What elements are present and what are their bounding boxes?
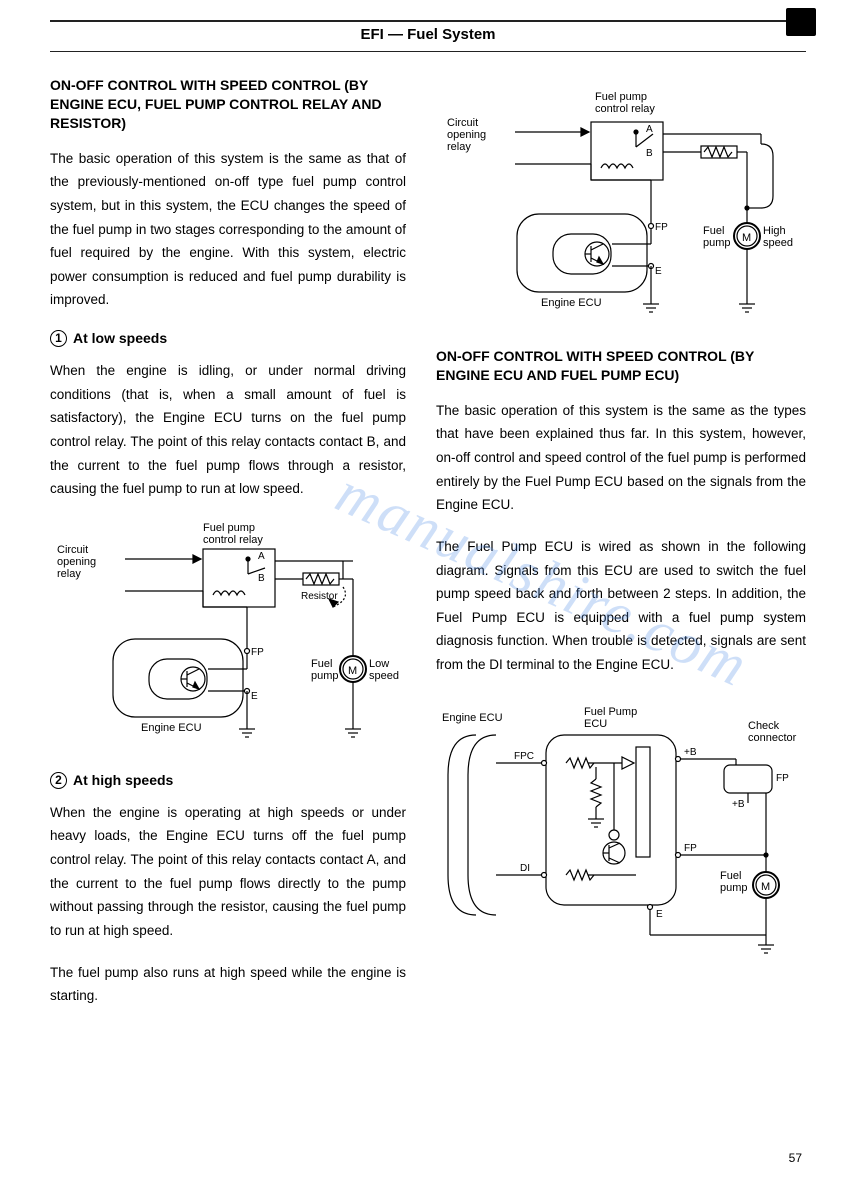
subheading-low-speeds: 1 At low speeds bbox=[50, 330, 406, 347]
d1-speed: Highspeed bbox=[763, 225, 793, 249]
d2-speed: Lowspeed bbox=[369, 658, 399, 682]
page-number: 57 bbox=[789, 1151, 802, 1165]
d2-a: A bbox=[258, 551, 265, 562]
d2-fp-pin: FP bbox=[251, 647, 264, 658]
diagram-high-speed: Circuitopeningrelay Fuel pumpcontrol rel… bbox=[436, 84, 806, 329]
para-2: When the engine is idling, or under norm… bbox=[50, 359, 406, 501]
d2-b: B bbox=[258, 573, 265, 584]
d2-fuel-pump: Fuelpump bbox=[311, 658, 339, 682]
d3-plusb1: +B bbox=[684, 747, 697, 758]
d2-fp-relay: Fuel pumpcontrol relay bbox=[203, 522, 263, 546]
d3-m: M bbox=[761, 881, 770, 893]
d1-fuel-pump: Fuelpump bbox=[703, 225, 731, 249]
d2-circuit-relay: Circuitopeningrelay bbox=[57, 544, 96, 580]
d2-e-pin: E bbox=[251, 691, 258, 702]
d3-fp2: FP bbox=[684, 843, 697, 854]
d1-circuit-relay: Circuitopeningrelay bbox=[447, 117, 486, 153]
d1-a: A bbox=[646, 124, 653, 135]
para-3: When the engine is operating at high spe… bbox=[50, 801, 406, 943]
para-1: The basic operation of this system is th… bbox=[50, 147, 406, 312]
d3-fuel-pump: Fuelpump bbox=[720, 870, 748, 894]
d1-ecu: Engine ECU bbox=[541, 297, 602, 309]
d3-fpc: FPC bbox=[514, 751, 534, 762]
d3-di: DI bbox=[520, 863, 530, 874]
sub2-label: At high speeds bbox=[73, 772, 173, 788]
para-6: The Fuel Pump ECU is wired as shown in t… bbox=[436, 535, 806, 677]
d3-fp1: FP bbox=[776, 773, 789, 784]
d1-b: B bbox=[646, 148, 653, 159]
d3-fp-ecu: Fuel PumpECU bbox=[584, 706, 637, 730]
circled-1: 1 bbox=[50, 330, 67, 347]
d1-fp-pin: FP bbox=[655, 222, 668, 233]
d3-plusb2: +B bbox=[732, 799, 745, 810]
d1-fp-relay: Fuel pumpcontrol relay bbox=[595, 91, 655, 115]
circled-2: 2 bbox=[50, 772, 67, 789]
right-column: Circuitopeningrelay Fuel pumpcontrol rel… bbox=[436, 76, 806, 1026]
d2-m: M bbox=[348, 665, 357, 677]
diagram-fuel-pump-ecu: Engine ECU Fuel PumpECU Checkconnector F… bbox=[436, 695, 806, 955]
page-header: EFI — Fuel System bbox=[50, 26, 806, 52]
d2-ecu: Engine ECU bbox=[141, 722, 202, 734]
left-column: ON-OFF CONTROL WITH SPEED CONTROL (BY EN… bbox=[50, 76, 406, 1026]
section-title-1: ON-OFF CONTROL WITH SPEED CONTROL (BY EN… bbox=[50, 76, 406, 133]
section-title-2: ON-OFF CONTROL WITH SPEED CONTROL (BY EN… bbox=[436, 347, 806, 385]
para-5: The basic operation of this system is th… bbox=[436, 399, 806, 517]
subheading-high-speeds: 2 At high speeds bbox=[50, 772, 406, 789]
d2-resistor: Resistor bbox=[301, 591, 338, 602]
d1-e-pin: E bbox=[655, 266, 662, 277]
d3-engine-ecu: Engine ECU bbox=[442, 712, 503, 724]
diagram-low-speed: Circuitopeningrelay Fuel pumpcontrol rel… bbox=[50, 519, 406, 754]
d1-m: M bbox=[742, 232, 751, 244]
breadcrumb: EFI — Fuel System bbox=[360, 26, 495, 43]
d3-e: E bbox=[656, 909, 663, 920]
sub1-label: At low speeds bbox=[73, 330, 167, 346]
para-4: The fuel pump also runs at high speed wh… bbox=[50, 961, 406, 1008]
page-icon bbox=[786, 8, 816, 36]
d3-check: Checkconnector bbox=[748, 720, 797, 744]
